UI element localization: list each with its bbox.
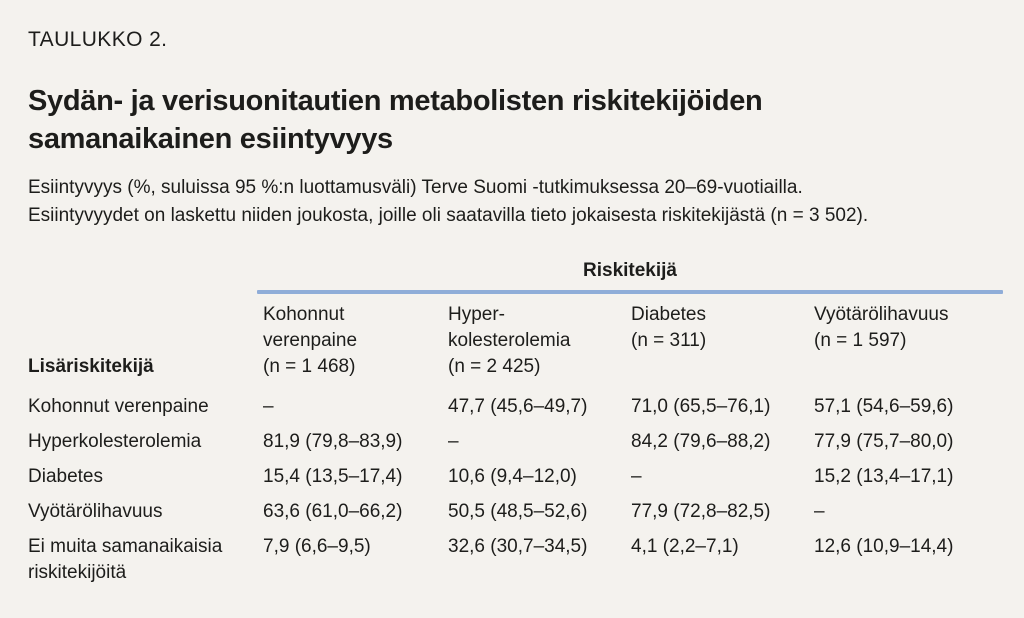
table-cell: 50,5 (48,5–52,6) <box>448 501 588 522</box>
table-cell: 84,2 (79,6–88,2) <box>631 431 771 452</box>
row-label: Hyperkolesterolemia <box>28 431 202 452</box>
row-hyperkolesterolemia: Hyperkolesterolemia 81,9 (79,8–83,9) – 8… <box>28 429 1004 464</box>
row-label: Vyötärölihavuus <box>28 501 163 522</box>
table-cell: – <box>263 396 274 417</box>
table-cell: – <box>631 466 642 487</box>
row-vyotarolihavuus: Vyötärölihavuus 63,6 (61,0–66,2) 50,5 (4… <box>28 499 1004 534</box>
table-cell: 63,6 (61,0–66,2) <box>263 501 403 522</box>
table-cell: 15,4 (13,5–17,4) <box>263 466 403 487</box>
table-cell: 77,9 (72,8–82,5) <box>631 501 771 522</box>
table-cell: 32,6 (30,7–34,5) <box>448 536 588 557</box>
header-accent-rule <box>257 290 1003 294</box>
table-header-row: Lisäriskitekijä Kohonnut verenpaine (n =… <box>28 302 1004 380</box>
table-cell: 12,6 (10,9–14,4) <box>814 536 954 557</box>
table-caption: Esiintyvyys (%, suluissa 95 %:n luottamu… <box>28 177 869 226</box>
table-number-kicker: TAULUKKO 2. <box>28 28 168 51</box>
table-cell: 57,1 (54,6–59,6) <box>814 396 954 417</box>
table-cell: – <box>814 501 825 522</box>
table-cell: 15,2 (13,4–17,1) <box>814 466 954 487</box>
column-header-vyotarolihavuus: Vyötärölihavuus (n = 1 597) <box>814 304 949 351</box>
table-cell: 77,9 (75,7–80,0) <box>814 431 954 452</box>
row-label: Kohonnut verenpaine <box>28 396 209 417</box>
table-cell: 4,1 (2,2–7,1) <box>631 536 739 557</box>
table-cell: – <box>448 431 459 452</box>
table-cell: 7,9 (6,6–9,5) <box>263 536 371 557</box>
table-body: Kohonnut verenpaine – 47,7 (45,6–49,7) 7… <box>28 394 1004 595</box>
risk-factor-group-label: Riskitekijä <box>583 260 677 281</box>
table-cell: 81,9 (79,8–83,9) <box>263 431 403 452</box>
table-title: Sydän- ja verisuonitautien metabolisten … <box>28 85 763 155</box>
row-label: Diabetes <box>28 466 103 487</box>
prevalence-table: Riskitekijä Lisäriskitekijä Kohonnut ver… <box>28 258 1004 595</box>
row-diabetes: Diabetes 15,4 (13,5–17,4) 10,6 (9,4–12,0… <box>28 464 1004 499</box>
row-kohonnut-verenpaine: Kohonnut verenpaine – 47,7 (45,6–49,7) 7… <box>28 394 1004 429</box>
table-cell: 71,0 (65,5–76,1) <box>631 396 771 417</box>
table-cell: 47,7 (45,6–49,7) <box>448 396 588 417</box>
column-header-diabetes: Diabetes (n = 311) <box>631 304 707 351</box>
column-header-kohonnut-verenpaine: Kohonnut verenpaine (n = 1 468) <box>263 304 358 377</box>
additional-risk-factor-header: Lisäriskitekijä <box>28 356 154 377</box>
row-ei-muita-riskitekijoita: Ei muita samanaikaisia riskitekijöitä 7,… <box>28 534 1004 595</box>
table-cell: 10,6 (9,4–12,0) <box>448 466 577 487</box>
column-header-hyperkolesterolemia: Hyper- kolesterolemia (n = 2 425) <box>448 304 571 377</box>
row-label: Ei muita samanaikaisia riskitekijöitä <box>28 536 223 583</box>
